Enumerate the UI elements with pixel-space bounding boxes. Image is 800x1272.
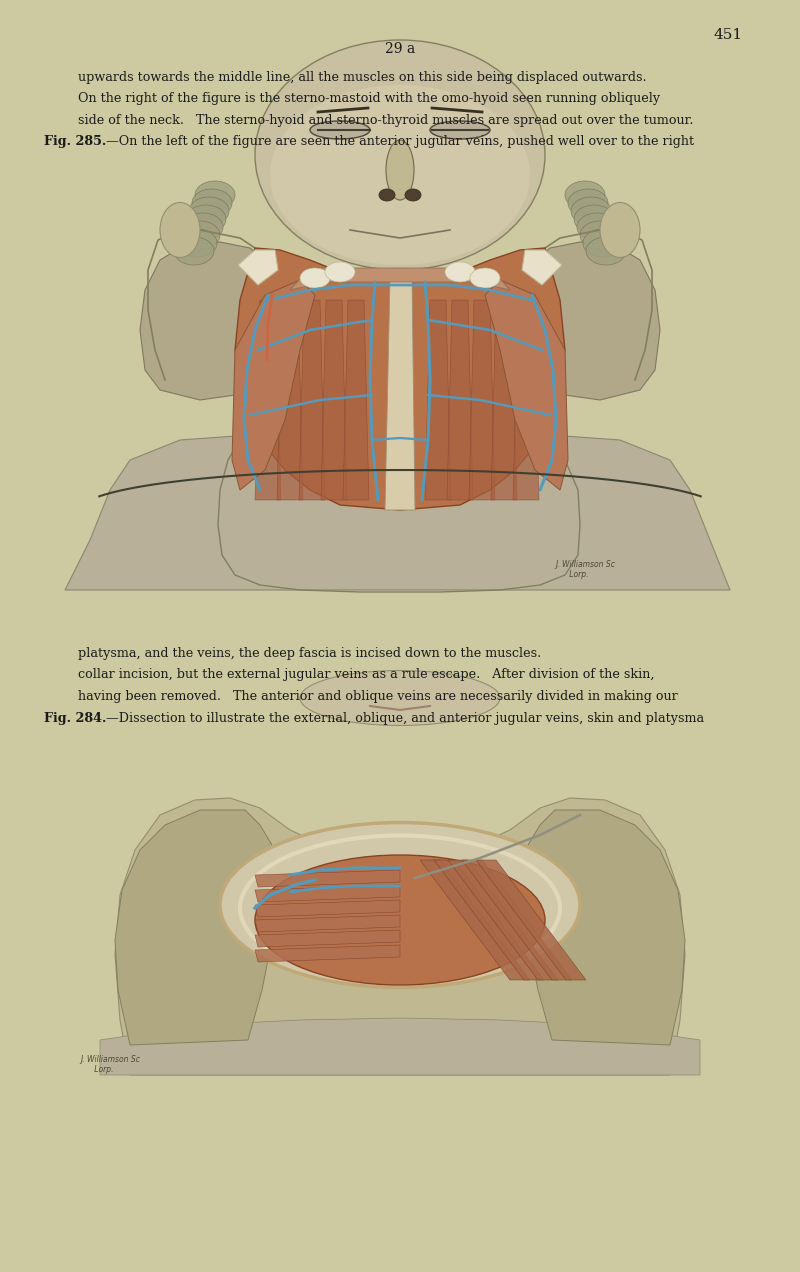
Ellipse shape xyxy=(571,197,611,225)
Ellipse shape xyxy=(183,212,223,240)
Ellipse shape xyxy=(220,823,580,987)
Polygon shape xyxy=(448,860,558,979)
Text: side of the neck.   The sterno-hyoid and sterno-thyroid muscles are spread out o: side of the neck. The sterno-hyoid and s… xyxy=(78,114,694,127)
Polygon shape xyxy=(343,300,369,500)
Ellipse shape xyxy=(300,268,330,287)
Polygon shape xyxy=(255,915,400,932)
Ellipse shape xyxy=(160,202,200,257)
Text: 451: 451 xyxy=(714,28,742,42)
Ellipse shape xyxy=(586,237,626,265)
Ellipse shape xyxy=(405,190,421,201)
Polygon shape xyxy=(255,300,281,500)
Ellipse shape xyxy=(583,229,623,257)
Text: Fig. 284.: Fig. 284. xyxy=(44,711,106,725)
Polygon shape xyxy=(255,870,400,887)
Polygon shape xyxy=(255,901,400,917)
Polygon shape xyxy=(299,300,325,500)
Polygon shape xyxy=(255,930,400,946)
Text: —Dissection to illustrate the external, oblique, and anterior jugular veins, ski: —Dissection to illustrate the external, … xyxy=(106,711,704,725)
Polygon shape xyxy=(232,280,315,490)
Polygon shape xyxy=(277,300,303,500)
Polygon shape xyxy=(255,885,400,902)
Polygon shape xyxy=(462,860,572,979)
Polygon shape xyxy=(115,798,685,1075)
Polygon shape xyxy=(469,300,495,500)
Text: collar incision, but the external jugular veins as a rule escape.   After divisi: collar incision, but the external jugula… xyxy=(78,668,655,682)
Text: —On the left of the figure are seen the anterior jugular veins, pushed well over: —On the left of the figure are seen the … xyxy=(106,136,694,149)
Ellipse shape xyxy=(300,670,500,725)
Ellipse shape xyxy=(574,205,614,233)
Polygon shape xyxy=(491,300,517,500)
Polygon shape xyxy=(115,810,280,1046)
Text: 29 a: 29 a xyxy=(385,42,415,56)
Ellipse shape xyxy=(577,212,617,240)
Polygon shape xyxy=(238,251,278,285)
Text: J. Williamson Sc
      Lorp.: J. Williamson Sc Lorp. xyxy=(80,1054,140,1074)
Text: having been removed.   The anterior and oblique veins are necessarily divided in: having been removed. The anterior and ob… xyxy=(78,689,678,703)
Text: platysma, and the veins, the deep fascia is incised down to the muscles.: platysma, and the veins, the deep fascia… xyxy=(78,646,542,660)
Polygon shape xyxy=(425,300,451,500)
Ellipse shape xyxy=(195,181,235,209)
Polygon shape xyxy=(476,860,586,979)
Ellipse shape xyxy=(600,202,640,257)
Polygon shape xyxy=(100,1018,700,1075)
Ellipse shape xyxy=(568,190,608,218)
Polygon shape xyxy=(140,242,280,399)
Ellipse shape xyxy=(255,855,545,985)
Polygon shape xyxy=(420,860,530,979)
Ellipse shape xyxy=(189,197,229,225)
Ellipse shape xyxy=(177,229,217,257)
Ellipse shape xyxy=(186,205,226,233)
Polygon shape xyxy=(385,279,415,510)
Ellipse shape xyxy=(325,262,355,282)
Polygon shape xyxy=(520,810,685,1046)
Text: J. Williamson Sc
      Lorp.: J. Williamson Sc Lorp. xyxy=(555,560,615,579)
Text: On the right of the figure is the sterno-mastoid with the omo-hyoid seen running: On the right of the figure is the sterno… xyxy=(78,93,661,106)
Text: upwards towards the middle line, all the muscles on this side being displaced ou: upwards towards the middle line, all the… xyxy=(78,70,647,84)
Ellipse shape xyxy=(255,39,545,270)
Ellipse shape xyxy=(470,268,500,287)
Polygon shape xyxy=(447,300,473,500)
Ellipse shape xyxy=(192,190,232,218)
Ellipse shape xyxy=(180,221,220,249)
Polygon shape xyxy=(520,242,660,399)
Polygon shape xyxy=(255,945,400,962)
Ellipse shape xyxy=(310,121,370,139)
Ellipse shape xyxy=(270,85,530,265)
Polygon shape xyxy=(434,860,544,979)
Polygon shape xyxy=(513,300,539,500)
Polygon shape xyxy=(485,280,568,490)
Ellipse shape xyxy=(445,262,475,282)
Ellipse shape xyxy=(386,140,414,200)
Polygon shape xyxy=(290,268,510,290)
Polygon shape xyxy=(522,251,562,285)
Ellipse shape xyxy=(174,237,214,265)
Ellipse shape xyxy=(580,221,620,249)
Ellipse shape xyxy=(430,121,490,139)
Ellipse shape xyxy=(565,181,605,209)
Ellipse shape xyxy=(379,190,395,201)
Polygon shape xyxy=(65,430,730,590)
Text: Fig. 285.: Fig. 285. xyxy=(44,136,106,149)
Polygon shape xyxy=(321,300,347,500)
Polygon shape xyxy=(235,248,565,510)
